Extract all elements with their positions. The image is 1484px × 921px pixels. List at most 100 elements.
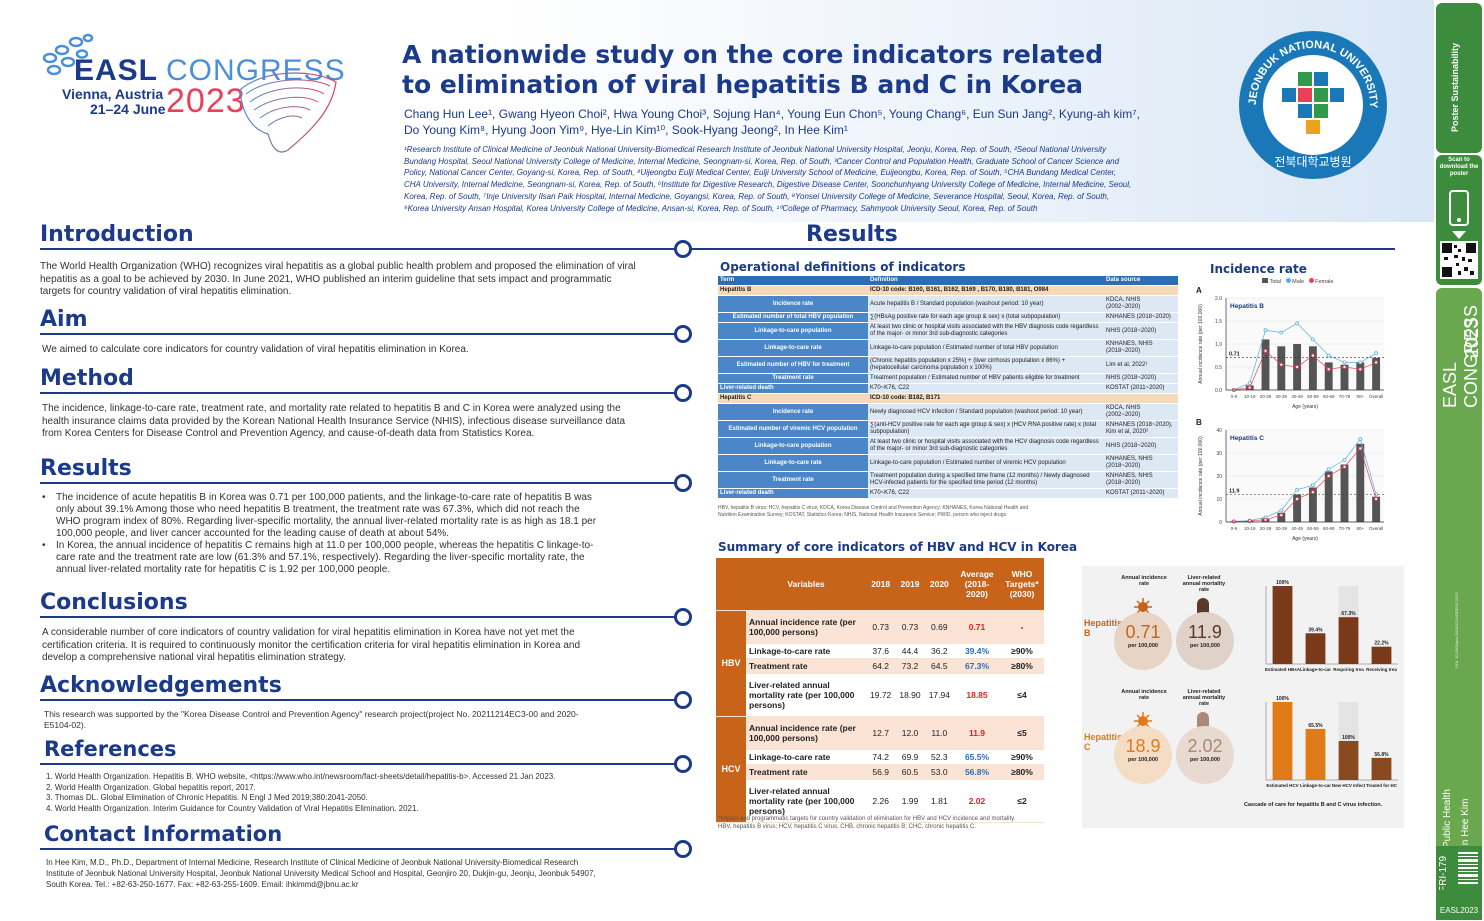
x-tick-label: 80+: [1356, 394, 1364, 399]
sustainability-badge: Poster Sustainability: [1436, 3, 1482, 153]
easl-word: EASL: [74, 54, 159, 87]
barcode-icon: [1458, 852, 1478, 884]
op-source: KDCA, NHIS (2002~2020): [1104, 403, 1178, 421]
bar-total: [1372, 357, 1381, 390]
summary-value: 56.8%: [954, 764, 1000, 780]
sidebar-footer-text: EASL2023: [1439, 906, 1479, 915]
qr-code-icon[interactable]: [1440, 241, 1478, 279]
op-term: Liver-related death: [718, 383, 868, 394]
reference-item: 4. World Health Organization. Interim Gu…: [46, 803, 419, 813]
x-tick-label: 40-49: [1291, 526, 1303, 531]
y-tick-label: 0.0: [1215, 388, 1222, 394]
op-definition: K70~K76, C22: [868, 488, 1104, 499]
op-definition: Treatment population during a specified …: [868, 471, 1104, 489]
line-male-point: [1263, 328, 1268, 333]
op-row: Treatment rate Treatment population durin…: [718, 471, 1178, 489]
results-bullet-hbv: The incidence of acute hepatitis B in Ko…: [42, 492, 605, 540]
line-male-point: [1358, 437, 1363, 442]
conclusions-heading: Conclusions: [40, 590, 188, 615]
x-tick-label: 60-69: [1323, 394, 1335, 399]
x-tick-label: 0-9: [1231, 394, 1238, 399]
op-row: Liver-related death K70~K76, C22 KOSTAT (2…: [718, 383, 1178, 394]
summary-value: 36.2: [924, 643, 954, 659]
reference-item: 1. World Health Organization. Hepatitis …: [46, 772, 556, 781]
op-term: Linkage-to-care rate: [718, 454, 868, 472]
panel-letter: B: [1196, 418, 1202, 427]
authors-line-1: Chang Hun Lee¹, Gwang Hyeon Choi², Hwa Y…: [404, 107, 1140, 121]
x-tick-label: 60-69: [1323, 526, 1335, 531]
line-male: [1233, 322, 1377, 391]
op-source: KNHANES (2018~2020): [1104, 312, 1178, 323]
op-definition: Treatment population / Estimated number …: [868, 373, 1104, 384]
cascade-pct: 100%: [1276, 696, 1289, 702]
line-female-point: [1326, 474, 1331, 478]
bar-total: [1356, 443, 1365, 522]
op-row: Incidence rate Acute hepatitis B / Standa…: [718, 295, 1178, 313]
incidence-chart-hbv: A Hepatitis B 0.0 0.5 1.0 1.5 2.0 0-9 10-19 20-29…: [1196, 286, 1384, 410]
summary-row: Linkage-to-care rate 37.6 44.4 36.2 39.4% ≥90…: [716, 643, 1044, 659]
y-tick-label: 2.0: [1215, 296, 1222, 302]
op-col-definition: Definition: [868, 276, 1104, 286]
line-female-point: [1247, 385, 1252, 390]
op-source: KNHANES, NHIS (2018~2020): [1104, 454, 1178, 472]
x-tick-label: 10-19: [1244, 526, 1256, 531]
summary-value: 0.73: [895, 610, 925, 644]
bar-total: [1308, 487, 1317, 522]
cascade-pct: 56.8%: [1374, 752, 1389, 758]
hbv-mortality-value: 11.9: [1188, 622, 1222, 642]
summary-variable: Treatment rate: [746, 658, 866, 674]
summary-value: 65.5%: [954, 749, 1000, 765]
line-male: [1233, 438, 1377, 522]
line-female-point: [1295, 365, 1299, 369]
references-heading: References: [44, 737, 177, 761]
summary-value: 64.5: [924, 658, 954, 674]
op-group-hbv: Hepatitis B: [718, 285, 868, 296]
cascade-pct: 65.5%: [1308, 723, 1323, 729]
x-tick-label: 50-59: [1307, 526, 1319, 531]
x-tick-label: 70-79: [1339, 394, 1351, 399]
op-term: Treatment rate: [718, 471, 868, 489]
summary-row: Treatment rate 64.2 73.2 64.5 67.3% ≥80%: [716, 658, 1044, 674]
contact-text: In Hee Kim, M.D., Ph.D., Department of I…: [46, 858, 596, 889]
seal-korean: 전북대학교병원: [1274, 155, 1351, 169]
op-term: Linkage-to-care rate: [718, 339, 868, 357]
line-male-point: [1295, 487, 1299, 492]
x-tick-label: 40-49: [1291, 394, 1303, 399]
summary-value: 0.73: [866, 610, 896, 644]
timeline-node: [674, 608, 692, 626]
aim-text: We aimed to calculate core indicators fo…: [42, 344, 469, 355]
section-rule: [40, 392, 685, 394]
op-source: KOSTAT (2011~2020): [1104, 383, 1178, 394]
timeline-node: [674, 325, 692, 343]
scan-panel[interactable]: Scan to download the poster: [1436, 155, 1482, 285]
op-row: Estimated number of total HBV population…: [718, 312, 1178, 323]
cascade-bar: [1338, 741, 1359, 780]
cascade-footnote: Cascade of care for hepatitis B and C vi…: [1244, 802, 1383, 808]
sum-col-2018: 2018: [866, 558, 896, 611]
summary-value: -: [1000, 610, 1044, 644]
summary-footnote: *Impact and programmatic targets for cou…: [718, 815, 1048, 831]
line-female-point: [1326, 367, 1331, 372]
infographic-col-incidence: Annual incidence rate: [1121, 575, 1167, 587]
results-heading-left: Results: [40, 456, 132, 481]
phone-icon: [1449, 190, 1469, 226]
hcv-mortality-badge: 2.02 per 100,000: [1176, 726, 1234, 784]
cascade-pct: 100%: [1342, 735, 1355, 741]
summary-value: 17.94: [924, 673, 954, 717]
incidence-chart-hcv: B Hepatitis C 0 10 20 30 40 0-9 10-19 20-29 30-39 4…: [1196, 418, 1384, 542]
summary-group-label: HCV: [716, 716, 746, 823]
summary-value: ≤2: [1000, 779, 1044, 823]
line-female: [1233, 447, 1377, 522]
op-hbv-icd: ICD-10 code: B160, B161, B162, B169 , B1…: [868, 285, 1178, 296]
method-text: The incidence, linkage-to-care rate, tre…: [42, 403, 626, 439]
summary-value: 12.7: [866, 716, 896, 750]
cascade-bar: [1371, 646, 1392, 664]
y-axis-label: Annual incidence rate (per 100,000): [1198, 436, 1204, 516]
op-footnote: HBV, hepatitis B virus; HCV, hepatitis C…: [718, 505, 1029, 518]
op-term: Incidence rate: [718, 295, 868, 313]
reference-label: 0.71: [1229, 351, 1240, 357]
summary-table: Variables 2018 2019 2020 Average (2018-2…: [716, 558, 1044, 823]
sidebar-green-panel: EASL CONGRESS 2023 DOI: 10.0000/pos.EASL…: [1436, 288, 1482, 888]
op-row: Linkage-to-care population At least two c…: [718, 437, 1178, 455]
line-male-point: [1279, 508, 1284, 513]
